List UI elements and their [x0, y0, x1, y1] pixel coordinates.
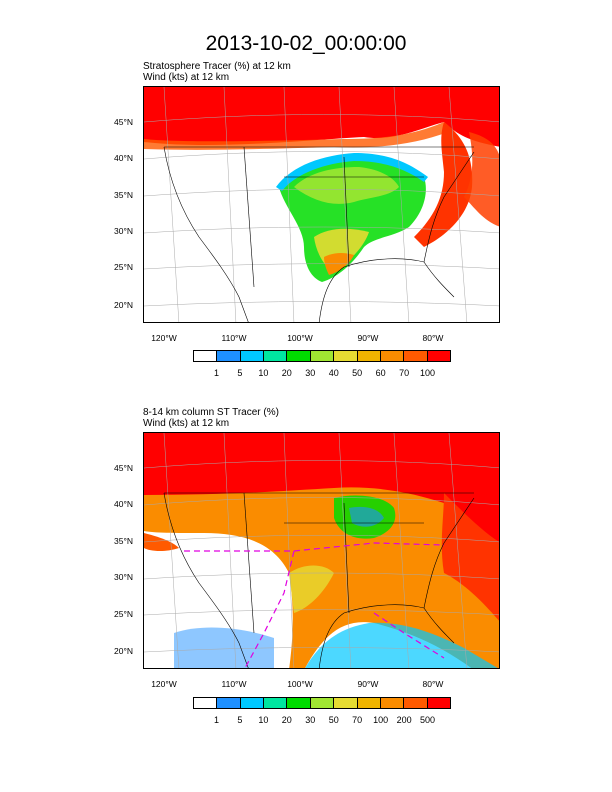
colorbar-label: 10: [258, 368, 269, 378]
panel2-lat-label: 20°N: [114, 646, 133, 656]
panel1-colorbar: [193, 350, 451, 362]
colorbar-swatch: [426, 351, 450, 361]
panel2-map-svg: [144, 433, 499, 668]
panel1-lat-label: 35°N: [114, 190, 133, 200]
colorbar-swatch: [239, 698, 264, 708]
main-title: 2013-10-02_00:00:00: [205, 32, 407, 55]
colorbar-swatch: [286, 351, 310, 361]
colorbar-swatch: [403, 351, 427, 361]
colorbar-swatch: [216, 351, 240, 361]
panel2-lon-label: 90°W: [357, 679, 379, 689]
colorbar-swatch: [309, 698, 334, 708]
panel1-map-svg: [144, 87, 499, 322]
panel1-map: [143, 86, 500, 323]
colorbar-label: 10: [258, 715, 269, 725]
colorbar-swatch: [309, 351, 334, 361]
colorbar-label: 100: [420, 368, 436, 378]
panel2-subtitle-line2: Wind (kts) at 12 km: [143, 418, 230, 429]
colorbar-label: 20: [281, 715, 292, 725]
panel2-map: [143, 432, 500, 669]
colorbar-swatch: [263, 351, 287, 361]
panel2-lat-label: 25°N: [114, 609, 133, 619]
colorbar-swatch: [403, 698, 427, 708]
colorbar-label: 70: [399, 368, 410, 378]
colorbar-label: 20: [281, 368, 292, 378]
colorbar-label: 100: [373, 715, 389, 725]
colorbar-label: 50: [328, 715, 339, 725]
panel2-lat-label: 40°N: [114, 499, 133, 509]
colorbar-label: 60: [375, 368, 386, 378]
colorbar-label: 40: [328, 368, 339, 378]
panel2-lon-label: 100°W: [287, 679, 313, 689]
panel2-lat-label: 35°N: [114, 536, 133, 546]
colorbar-swatch: [194, 351, 217, 361]
panel1-subtitle-line1: Stratosphere Tracer (%) at 12 km: [143, 61, 291, 72]
colorbar-swatch: [239, 351, 264, 361]
colorbar-swatch: [286, 698, 310, 708]
colorbar-label: 5: [237, 368, 243, 378]
panel2-colorbar: [193, 697, 451, 709]
panel1-lat-label: 30°N: [114, 226, 133, 236]
colorbar-swatch: [426, 698, 450, 708]
panel1-lon-label: 100°W: [287, 333, 313, 343]
panel1-lon-label: 120°W: [151, 333, 177, 343]
colorbar-label: 70: [352, 715, 363, 725]
panel1-lat-label: 40°N: [114, 153, 133, 163]
colorbar-swatch: [333, 698, 357, 708]
panel1-lon-label: 80°W: [422, 333, 444, 343]
colorbar-swatch: [356, 698, 380, 708]
colorbar-swatch: [194, 698, 217, 708]
colorbar-label: 50: [352, 368, 363, 378]
panel2-lat-label: 45°N: [114, 463, 133, 473]
colorbar-swatch: [379, 351, 404, 361]
colorbar-label: 200: [396, 715, 412, 725]
panel1-lat-label: 20°N: [114, 300, 133, 310]
colorbar-label: 30: [305, 715, 316, 725]
colorbar-label: 30: [305, 368, 316, 378]
colorbar-swatch: [263, 698, 287, 708]
colorbar-swatch: [356, 351, 380, 361]
panel1-lon-label: 110°W: [221, 333, 247, 343]
panel2-lon-label: 110°W: [221, 679, 247, 689]
colorbar-swatch: [333, 351, 357, 361]
panel2-lon-label: 80°W: [422, 679, 444, 689]
panel1-lat-label: 25°N: [114, 262, 133, 272]
panel2-subtitle-line1: 8-14 km column ST Tracer (%): [143, 407, 279, 418]
colorbar-swatch: [216, 698, 240, 708]
panel2-lat-label: 30°N: [114, 572, 133, 582]
panel1-subtitle-line2: Wind (kts) at 12 km: [143, 72, 230, 83]
panel1-lat-label: 45°N: [114, 117, 133, 127]
panel1-lon-label: 90°W: [357, 333, 379, 343]
colorbar-label: 500: [420, 715, 436, 725]
colorbar-label: 5: [237, 715, 243, 725]
colorbar-swatch: [379, 698, 404, 708]
colorbar-label: 1: [213, 368, 219, 378]
colorbar-label: 1: [213, 715, 219, 725]
panel2-lon-label: 120°W: [151, 679, 177, 689]
